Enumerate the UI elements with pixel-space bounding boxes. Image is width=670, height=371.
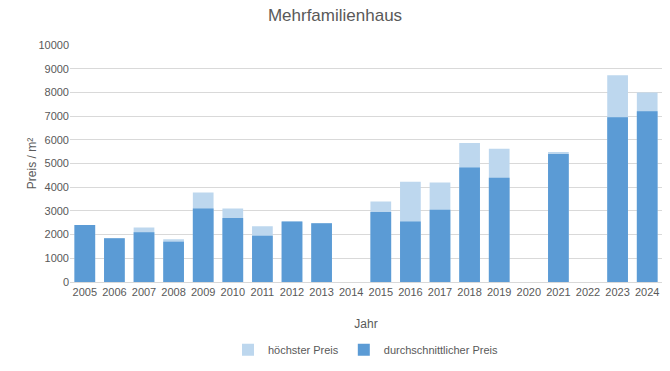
svg-text:4000: 4000 xyxy=(45,181,69,193)
svg-text:2024: 2024 xyxy=(635,286,659,298)
svg-text:2007: 2007 xyxy=(132,286,156,298)
svg-text:2012: 2012 xyxy=(280,286,304,298)
svg-text:2010: 2010 xyxy=(221,286,245,298)
svg-text:2017: 2017 xyxy=(428,286,452,298)
svg-text:2006: 2006 xyxy=(102,286,126,298)
svg-text:2018: 2018 xyxy=(457,286,481,298)
svg-text:2023: 2023 xyxy=(605,286,629,298)
svg-text:3000: 3000 xyxy=(45,205,69,217)
svg-text:durchschnittlicher Preis: durchschnittlicher Preis xyxy=(384,344,498,356)
svg-text:1000: 1000 xyxy=(45,252,69,264)
svg-text:2022: 2022 xyxy=(576,286,600,298)
svg-text:7000: 7000 xyxy=(45,110,69,122)
svg-text:2005: 2005 xyxy=(73,286,97,298)
svg-text:höchster Preis: höchster Preis xyxy=(268,344,339,356)
svg-text:2015: 2015 xyxy=(369,286,393,298)
svg-text:6000: 6000 xyxy=(45,134,69,146)
svg-text:2009: 2009 xyxy=(191,286,215,298)
svg-text:8000: 8000 xyxy=(45,86,69,98)
svg-text:2008: 2008 xyxy=(161,286,185,298)
svg-text:2016: 2016 xyxy=(398,286,422,298)
svg-text:5000: 5000 xyxy=(45,157,69,169)
svg-text:10000: 10000 xyxy=(38,39,69,51)
svg-text:2000: 2000 xyxy=(45,228,69,240)
svg-text:0: 0 xyxy=(63,276,69,288)
svg-text:Mehrfamilienhaus: Mehrfamilienhaus xyxy=(268,6,402,25)
svg-text:2021: 2021 xyxy=(546,286,570,298)
svg-text:2014: 2014 xyxy=(339,286,363,298)
svg-text:Jahr: Jahr xyxy=(354,317,377,331)
svg-text:2013: 2013 xyxy=(309,286,333,298)
svg-text:2011: 2011 xyxy=(251,286,275,298)
svg-text:2020: 2020 xyxy=(517,286,541,298)
svg-text:Preis / m²: Preis / m² xyxy=(25,138,39,189)
svg-text:2019: 2019 xyxy=(487,286,511,298)
svg-text:9000: 9000 xyxy=(45,63,69,75)
